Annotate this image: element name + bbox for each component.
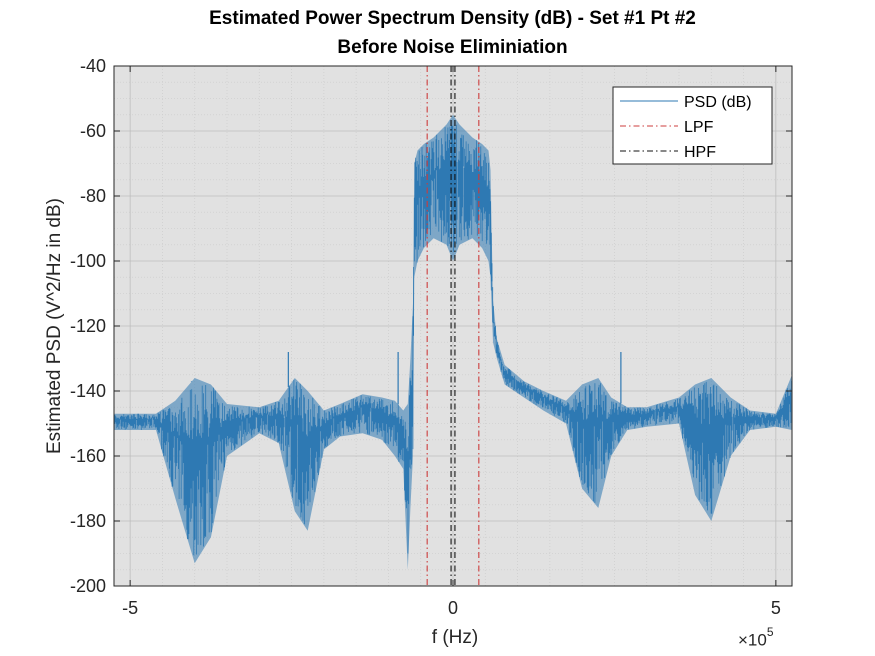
chart-title-line-2: Before Noise Eliminiation — [337, 37, 568, 58]
x-axis-exponent: ×105 — [738, 625, 774, 651]
x-exponent-base: ×10 — [738, 630, 767, 650]
x-exponent-power: 5 — [766, 625, 774, 639]
legend-label-lpf: LPF — [684, 119, 714, 136]
series-layer — [114, 66, 792, 586]
x-tick-label: 0 — [448, 598, 458, 618]
psd-trace — [114, 124, 792, 556]
x-tick-label: 5 — [771, 598, 781, 618]
tick-labels: -200 -180 -160 -140 -120 -100 -80 -60 -40 -5 0 5 — [70, 56, 781, 618]
y-tick-label: -100 — [70, 251, 106, 271]
y-tick-label: -40 — [80, 56, 106, 76]
legend-label-psd: PSD (dB) — [684, 94, 752, 111]
x-axis-label: f (Hz) — [431, 627, 479, 648]
y-tick-label: -140 — [70, 381, 106, 401]
y-axis-label: Estimated PSD (V^2/Hz in dB) — [44, 198, 65, 454]
chart-title-line-1: Estimated Power Spectrum Density (dB) - … — [209, 8, 696, 29]
y-tick-label: -120 — [70, 316, 106, 336]
y-tick-label: -160 — [70, 446, 106, 466]
psd-envelope — [114, 114, 792, 570]
y-tick-label: -200 — [70, 576, 106, 596]
legend-label-hpf: HPF — [684, 144, 716, 161]
legend: PSD (dB) LPF HPF — [612, 86, 773, 165]
x-tick-label: -5 — [122, 598, 138, 618]
y-tick-label: -180 — [70, 511, 106, 531]
y-tick-label: -60 — [80, 121, 106, 141]
ticks — [114, 65, 792, 587]
y-tick-label: -80 — [80, 186, 106, 206]
